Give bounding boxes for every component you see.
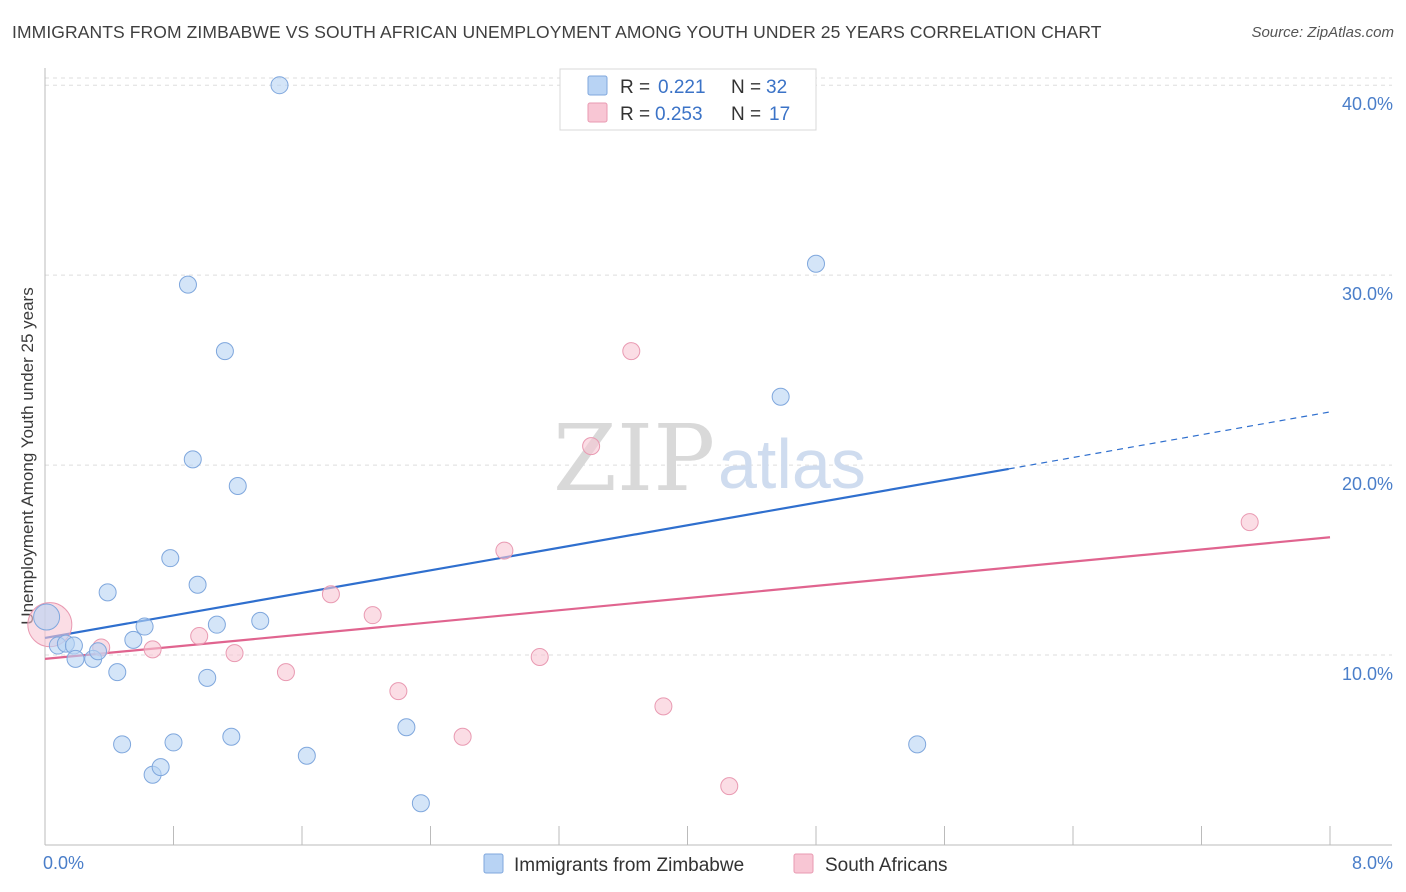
- y-tick-label: 30.0%: [1342, 284, 1393, 304]
- series-legend-label-blue: Immigrants from Zimbabwe: [514, 855, 744, 876]
- point-zimbabwe: [198, 668, 217, 687]
- series-legend: Immigrants from Zimbabwe South Africans: [483, 853, 948, 876]
- point-zimbabwe: [151, 758, 170, 777]
- point-zimbabwe: [178, 275, 197, 294]
- point-zimbabwe: [108, 663, 127, 682]
- point-zimbabwe: [251, 611, 270, 630]
- watermark-atlas: atlas: [718, 425, 866, 503]
- y-tick-label: 40.0%: [1342, 94, 1393, 114]
- legend-r-label-blue: R =: [620, 77, 650, 98]
- point-zimbabwe: [161, 549, 180, 568]
- y-tick-label: 10.0%: [1342, 664, 1393, 684]
- point-zimbabwe: [397, 718, 416, 737]
- point-zimbabwe: [222, 727, 241, 746]
- point-zimbabwe: [183, 450, 202, 469]
- y-tick-label: 20.0%: [1342, 474, 1393, 494]
- legend-swatch-blue: [587, 75, 608, 96]
- legend-r-value-pink: 0.253: [655, 104, 703, 125]
- series-legend-label-pink: South Africans: [825, 855, 948, 876]
- x-tick-label-min: 0.0%: [43, 853, 84, 873]
- point-zimbabwe: [66, 649, 85, 668]
- legend-swatch-pink: [587, 102, 608, 123]
- source-credit: Source: ZipAtlas.com: [1251, 24, 1394, 41]
- point-zimbabwe: [411, 794, 430, 813]
- point-zimbabwe: [215, 342, 234, 361]
- point-zimbabwe: [297, 746, 316, 765]
- point-south-africans: [321, 585, 340, 604]
- point-south-africans: [654, 697, 673, 716]
- stats-legend: R = 0.221 N = 32 R = 0.253 N = 17: [559, 68, 817, 131]
- point-south-africans: [1240, 513, 1259, 532]
- data-points: [27, 76, 1259, 813]
- x-tick-label-max: 8.0%: [1352, 853, 1393, 873]
- legend-n-label-pink: N =: [731, 104, 761, 125]
- y-tick-labels: 10.0% 20.0% 30.0% 40.0%: [1342, 94, 1393, 684]
- trend-line-south-africans: [44, 536, 1331, 660]
- point-zimbabwe: [89, 642, 108, 661]
- point-zimbabwe: [207, 615, 226, 634]
- point-south-africans: [190, 627, 209, 646]
- legend-n-value-blue: 32: [766, 77, 787, 98]
- point-south-africans: [225, 644, 244, 663]
- trend-line-zimbabwe: [44, 467, 1009, 640]
- point-south-africans: [495, 541, 514, 560]
- legend-n-value-pink: 17: [769, 104, 790, 125]
- point-south-africans: [720, 777, 739, 796]
- x-tick-labels: 0.0% 8.0%: [43, 853, 1393, 873]
- point-south-africans: [622, 342, 641, 361]
- point-south-africans: [276, 663, 295, 682]
- series-legend-swatch-pink: [793, 853, 814, 874]
- point-zimbabwe: [164, 733, 183, 752]
- point-south-africans: [453, 727, 472, 746]
- series-legend-swatch-blue: [483, 853, 504, 874]
- point-zimbabwe: [135, 617, 154, 636]
- point-zimbabwe: [908, 735, 927, 754]
- watermark-zip: ZIP: [553, 405, 715, 512]
- axes: [44, 68, 1392, 846]
- y-axis-title: Unemployment Among Youth under 25 years: [18, 287, 37, 624]
- point-south-africans: [143, 640, 162, 659]
- watermark: ZIP atlas: [553, 405, 866, 512]
- point-south-africans: [389, 682, 408, 701]
- legend-r-label-pink: R =: [620, 104, 650, 125]
- trend-lines: [44, 411, 1331, 660]
- chart-title: IMMIGRANTS FROM ZIMBABWE VS SOUTH AFRICA…: [12, 22, 1102, 42]
- trend-line-zimbabwe-extension: [1008, 411, 1331, 470]
- point-zimbabwe: [113, 735, 132, 754]
- point-zimbabwe: [188, 575, 207, 594]
- point-south-africans: [582, 437, 601, 456]
- gridlines: [45, 77, 1392, 656]
- point-south-africans: [363, 606, 382, 625]
- point-zimbabwe: [98, 583, 117, 602]
- point-south-africans: [530, 647, 549, 666]
- point-zimbabwe: [807, 254, 825, 273]
- point-zimbabwe: [124, 630, 143, 649]
- legend-n-label-blue: N =: [731, 77, 761, 98]
- point-zimbabwe: [771, 387, 790, 406]
- legend-r-value-blue: 0.221: [658, 77, 706, 98]
- point-zimbabwe: [33, 603, 61, 631]
- point-zimbabwe: [270, 76, 289, 95]
- point-zimbabwe: [228, 476, 247, 495]
